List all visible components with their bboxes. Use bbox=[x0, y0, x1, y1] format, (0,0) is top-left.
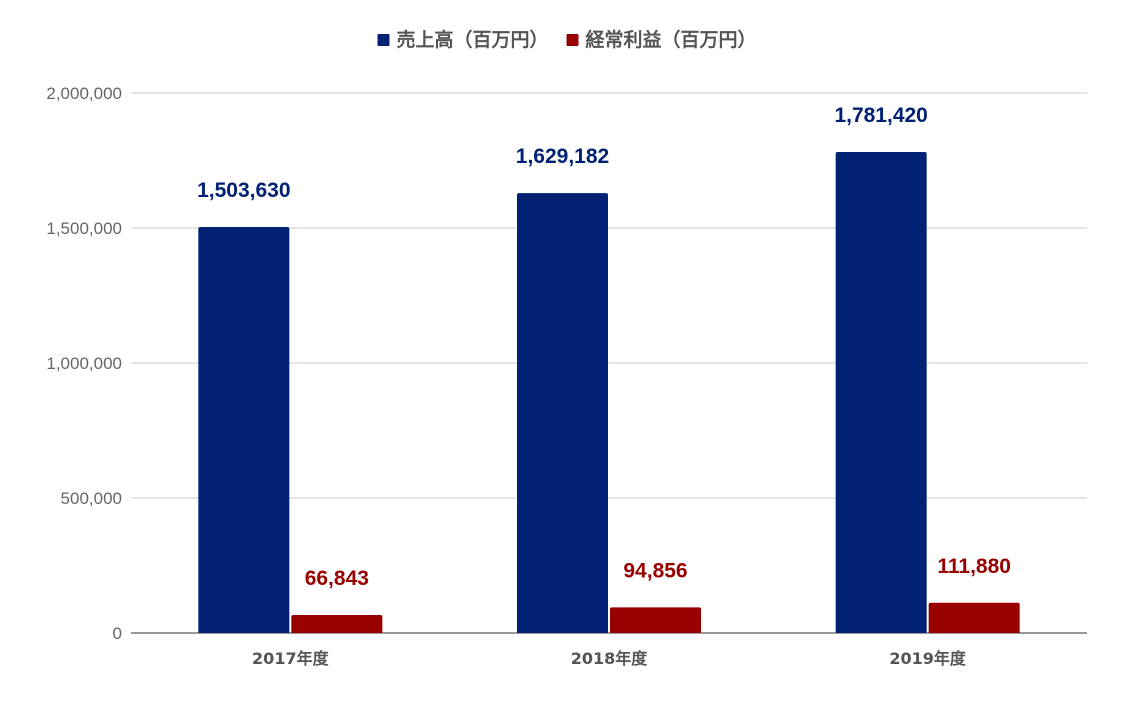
data-label-profit: 111,880 bbox=[937, 555, 1011, 578]
legend: 売上高（百万円） 経常利益（百万円） bbox=[377, 28, 757, 51]
legend-swatch bbox=[566, 34, 579, 46]
data-label-profit: 94,856 bbox=[623, 559, 687, 582]
y-tick-label: 1,500,000 bbox=[46, 219, 122, 238]
x-axis-category-labels: 2017年度 2018年度 2019年度 bbox=[252, 649, 967, 668]
y-axis-tick-labels: 0 500,000 1,000,000 1,500,000 2,000,000 bbox=[46, 84, 122, 643]
legend-swatch bbox=[377, 34, 390, 46]
data-label-sales: 1,629,182 bbox=[516, 145, 609, 168]
data-labels: 1,503,630 66,843 1,629,182 94,856 1,781,420 1… bbox=[197, 104, 1011, 590]
gridlines bbox=[131, 92, 1087, 634]
bar-sales bbox=[198, 227, 290, 633]
data-label-sales: 1,503,630 bbox=[197, 179, 290, 202]
bar-sales bbox=[517, 193, 608, 634]
data-label-sales: 1,781,420 bbox=[834, 104, 927, 127]
y-tick-label: 1,000,000 bbox=[46, 354, 122, 373]
x-category-label: 2019年度 bbox=[889, 649, 967, 668]
x-category-label: 2018年度 bbox=[571, 649, 649, 668]
y-tick-label: 0 bbox=[113, 624, 122, 643]
bar-profit bbox=[928, 602, 1020, 633]
data-label-profit: 66,843 bbox=[305, 567, 369, 590]
y-tick-label: 500,000 bbox=[61, 489, 122, 508]
y-tick-label: 2,000,000 bbox=[46, 84, 122, 103]
legend-label: 売上高（百万円） bbox=[396, 28, 548, 51]
legend-item-profit: 経常利益（百万円） bbox=[566, 28, 757, 51]
bar-profit bbox=[610, 607, 701, 633]
x-category-label: 2017年度 bbox=[252, 649, 330, 668]
legend-label: 経常利益（百万円） bbox=[586, 28, 757, 51]
legend-item-sales: 売上高（百万円） bbox=[377, 28, 549, 51]
bars bbox=[198, 152, 1020, 634]
bar-sales bbox=[835, 152, 927, 633]
bar-profit bbox=[291, 614, 383, 633]
